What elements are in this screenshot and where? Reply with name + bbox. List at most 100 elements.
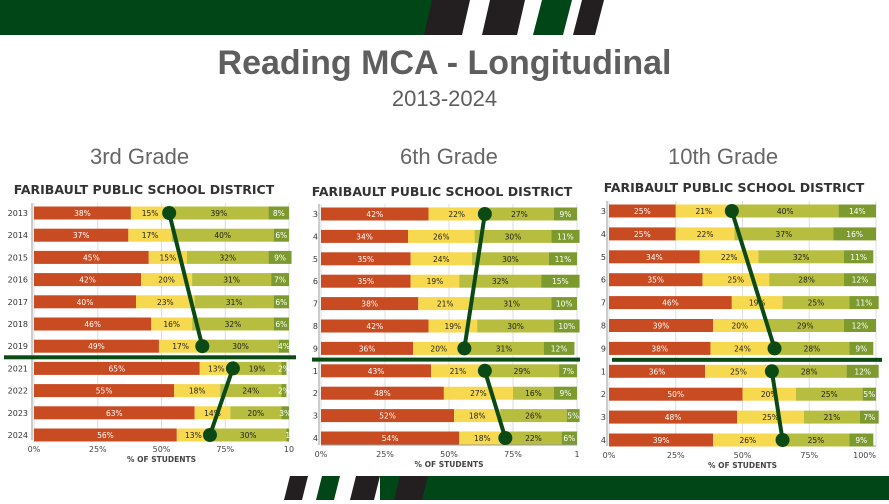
- bar-segment: [553, 207, 577, 221]
- bar-segment: [34, 295, 136, 309]
- data-label: 11%: [856, 299, 873, 308]
- bar-segment: [128, 228, 172, 242]
- data-label: 42%: [366, 210, 383, 219]
- y-tick-label: 2014: [312, 232, 318, 241]
- bar-segment: [321, 252, 411, 266]
- bar-segment: [769, 273, 844, 287]
- data-label: 7%: [562, 367, 574, 376]
- data-label: 15%: [160, 253, 177, 262]
- data-label: 14%: [849, 207, 866, 216]
- data-label: 8%: [273, 209, 285, 218]
- bar-segment: [271, 273, 289, 287]
- bottom-banner: [0, 476, 889, 500]
- banner-stripes-bottom: [284, 476, 889, 500]
- data-label: 29%: [514, 367, 531, 376]
- bar-segment: [731, 204, 839, 218]
- data-label: 24%: [433, 255, 450, 264]
- data-label: 20%: [731, 322, 748, 331]
- bar-segment: [34, 406, 195, 420]
- bar-segment: [268, 250, 292, 264]
- bar-segment: [34, 384, 175, 398]
- data-label: 15%: [142, 209, 159, 218]
- data-label: 13%: [185, 431, 202, 440]
- data-label: 50%: [667, 390, 684, 399]
- trend-dot: [477, 363, 492, 378]
- bar-segment: [846, 364, 879, 378]
- bar-segment: [408, 229, 475, 243]
- bar-segment: [843, 273, 876, 287]
- bar-segment: [273, 317, 289, 331]
- bar-segment: [551, 229, 580, 243]
- trend-line: [462, 213, 487, 349]
- data-label: 2%: [278, 364, 290, 373]
- data-label: 34%: [356, 232, 373, 241]
- data-label: 40%: [214, 231, 231, 240]
- data-label: 20%: [158, 276, 175, 285]
- data-label: 22%: [721, 253, 738, 262]
- data-label: 42%: [366, 322, 383, 331]
- bar-segment: [609, 341, 711, 355]
- x-tick-label: 75%: [504, 450, 522, 459]
- data-label: 39%: [211, 209, 228, 218]
- bar-segment: [505, 431, 562, 445]
- bar-segment: [561, 431, 577, 445]
- data-label: 18%: [189, 387, 206, 396]
- bar-segment: [566, 409, 580, 423]
- bar-segment: [174, 384, 221, 398]
- data-label: 46%: [662, 299, 679, 308]
- bar-segment: [734, 227, 834, 241]
- data-label: 30%: [505, 232, 522, 241]
- data-label: 16%: [525, 389, 542, 398]
- data-label: 6%: [275, 320, 287, 329]
- bar-segment: [609, 433, 714, 447]
- trend-dot: [457, 341, 472, 356]
- bar-segment: [859, 410, 879, 424]
- bar-segment: [410, 252, 473, 266]
- bar-segment: [273, 228, 289, 242]
- data-label: 25%: [762, 413, 779, 422]
- bar-segment: [321, 207, 429, 221]
- data-label: 10%: [558, 322, 575, 331]
- bar-segment: [410, 274, 460, 288]
- data-label: 6%: [275, 298, 287, 307]
- bar-segment: [713, 319, 767, 332]
- y-tick-label: 2023: [312, 412, 318, 421]
- bar-segment: [553, 319, 580, 333]
- data-label: 54%: [382, 434, 399, 443]
- data-label: 43%: [368, 367, 385, 376]
- bar-segment: [34, 361, 200, 375]
- data-label: 28%: [804, 344, 821, 353]
- data-label: 23%: [157, 298, 174, 307]
- y-tick-label: 2024: [312, 434, 318, 443]
- data-label: 12%: [852, 322, 869, 331]
- bar-segment: [513, 386, 554, 400]
- y-tick-label: 2023: [600, 413, 606, 422]
- bar-segment: [484, 364, 560, 378]
- y-tick-label: 2014: [600, 230, 606, 239]
- bar-segment: [474, 229, 552, 243]
- y-tick-label: 2019: [600, 344, 606, 353]
- bar-segment: [220, 384, 282, 398]
- bar-segment: [758, 250, 844, 264]
- y-tick-label: 2013: [600, 207, 606, 216]
- y-tick-label: 2019: [8, 342, 28, 351]
- bar-segment: [464, 341, 544, 355]
- bar-segment: [431, 364, 485, 378]
- data-label: 42%: [79, 276, 96, 285]
- data-label: 20%: [430, 344, 447, 353]
- y-tick-label: 2021: [600, 367, 606, 376]
- bar-segment: [34, 273, 142, 287]
- bar-segment: [609, 273, 703, 287]
- data-label: 25%: [808, 436, 825, 445]
- bar-segment: [281, 361, 287, 375]
- bar-segment: [609, 387, 743, 401]
- data-label: 6%: [275, 231, 287, 240]
- data-label: 38%: [651, 344, 668, 353]
- bar-segment: [194, 406, 231, 420]
- data-label: 22%: [448, 210, 465, 219]
- data-label: 25%: [730, 367, 747, 376]
- bar-segment: [609, 364, 706, 378]
- data-label: 45%: [83, 253, 100, 262]
- trend-dot: [724, 204, 739, 218]
- data-label: 25%: [821, 390, 838, 399]
